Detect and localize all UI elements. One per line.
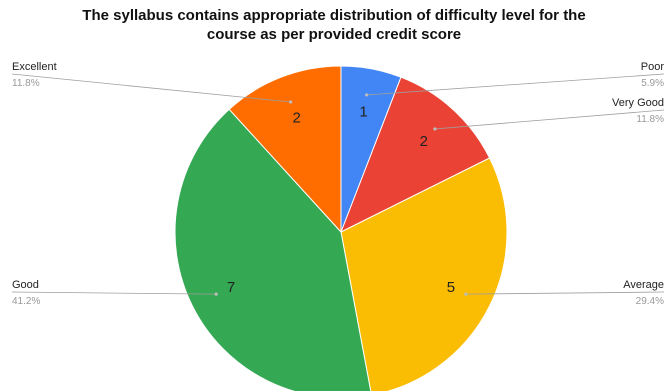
slice-value-good: 7: [227, 279, 235, 296]
chart-title: The syllabus contains appropriate distri…: [0, 6, 668, 44]
legend-label-very-good: Very Good: [612, 97, 664, 109]
leader-lines: [11, 73, 665, 296]
legend-label-poor: Poor: [641, 61, 665, 73]
leader-line-very-good: [434, 109, 665, 130]
legend-percent-average: 29.4%: [636, 296, 664, 307]
slice-value-excellent: 2: [292, 109, 300, 126]
leader-line-good: [11, 291, 217, 295]
legend-percent-good: 41.2%: [12, 296, 40, 307]
pie-slice-good: [174, 108, 372, 391]
leader-line-excellent: [11, 73, 291, 103]
legend-label-average: Average: [623, 279, 664, 291]
legend-percent-poor: 5.9%: [641, 78, 664, 89]
legend-label-excellent: Excellent: [12, 61, 57, 73]
leader-line-poor: [366, 73, 665, 96]
leader-dot-poor: [365, 93, 369, 97]
pie-slices: [174, 65, 508, 391]
labels: 1 Poor 5.9% 2 Very Good 11.8% 5 Average 29.4% 7 Go…: [12, 61, 664, 307]
legend-percent-very-good: 11.8%: [636, 114, 664, 125]
slice-value-average: 5: [447, 279, 455, 296]
pie-slice-average: [340, 157, 508, 391]
leader-dot-average: [464, 292, 468, 296]
legend-percent-excellent: 11.8%: [12, 78, 40, 89]
slice-value-poor: 1: [359, 103, 367, 120]
leader-dot-good: [214, 292, 218, 296]
leader-dot-very-good: [433, 127, 437, 131]
pie-slice-excellent: [228, 65, 342, 234]
chart-title-line-2: course as per provided credit score: [206, 26, 462, 43]
legend-label-good: Good: [12, 279, 39, 291]
pie-slice-very-good: [340, 76, 491, 234]
chart-title-line-1: The syllabus contains appropriate distri…: [82, 7, 586, 24]
leader-dot-excellent: [289, 100, 293, 104]
leader-line-average: [465, 291, 665, 295]
slice-value-very-good: 2: [420, 133, 428, 150]
